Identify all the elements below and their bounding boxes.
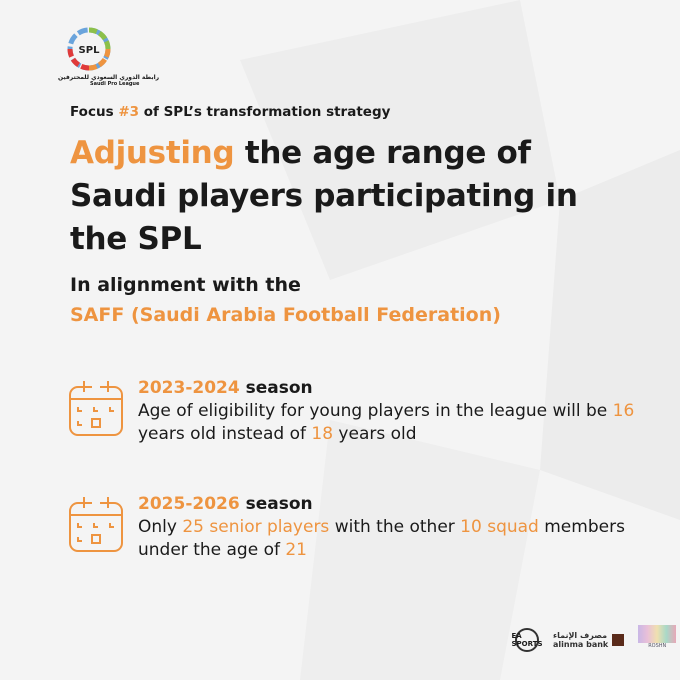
alinma-bank-logo: مصرف الإنماء alinma bank [553,631,625,649]
ea-sports-logo: EA SPORTS [512,628,543,652]
spl-logo-icon: SPL [67,27,111,71]
season-item: 2025-2026 season Only 25 senior players … [68,493,668,562]
logo-arabic: رابطة الدوري السعودي للمحترفين [58,74,160,81]
spl-logo: SPL رابطة الدوري السعودي للمحترفين Saudi… [48,26,188,87]
calendar-icon [69,497,123,552]
season-item: 2023-2024 season Age of eligibility for … [68,377,668,446]
logo-english: Saudi Pro League [90,81,140,87]
subtitle: In alignment with the SAFF (Saudi Arabia… [70,274,501,326]
svg-text:SPL: SPL [79,45,101,56]
focus-label: Focus #3 of SPL’s transformation strateg… [70,104,391,120]
page-title: Adjusting the age range of Saudi players… [70,135,578,257]
roshn-logo: ROSHN [638,625,677,655]
calendar-icon [69,381,123,436]
sponsor-logos: EA SPORTS مصرف الإنماء alinma bank ROSHN [512,625,677,655]
